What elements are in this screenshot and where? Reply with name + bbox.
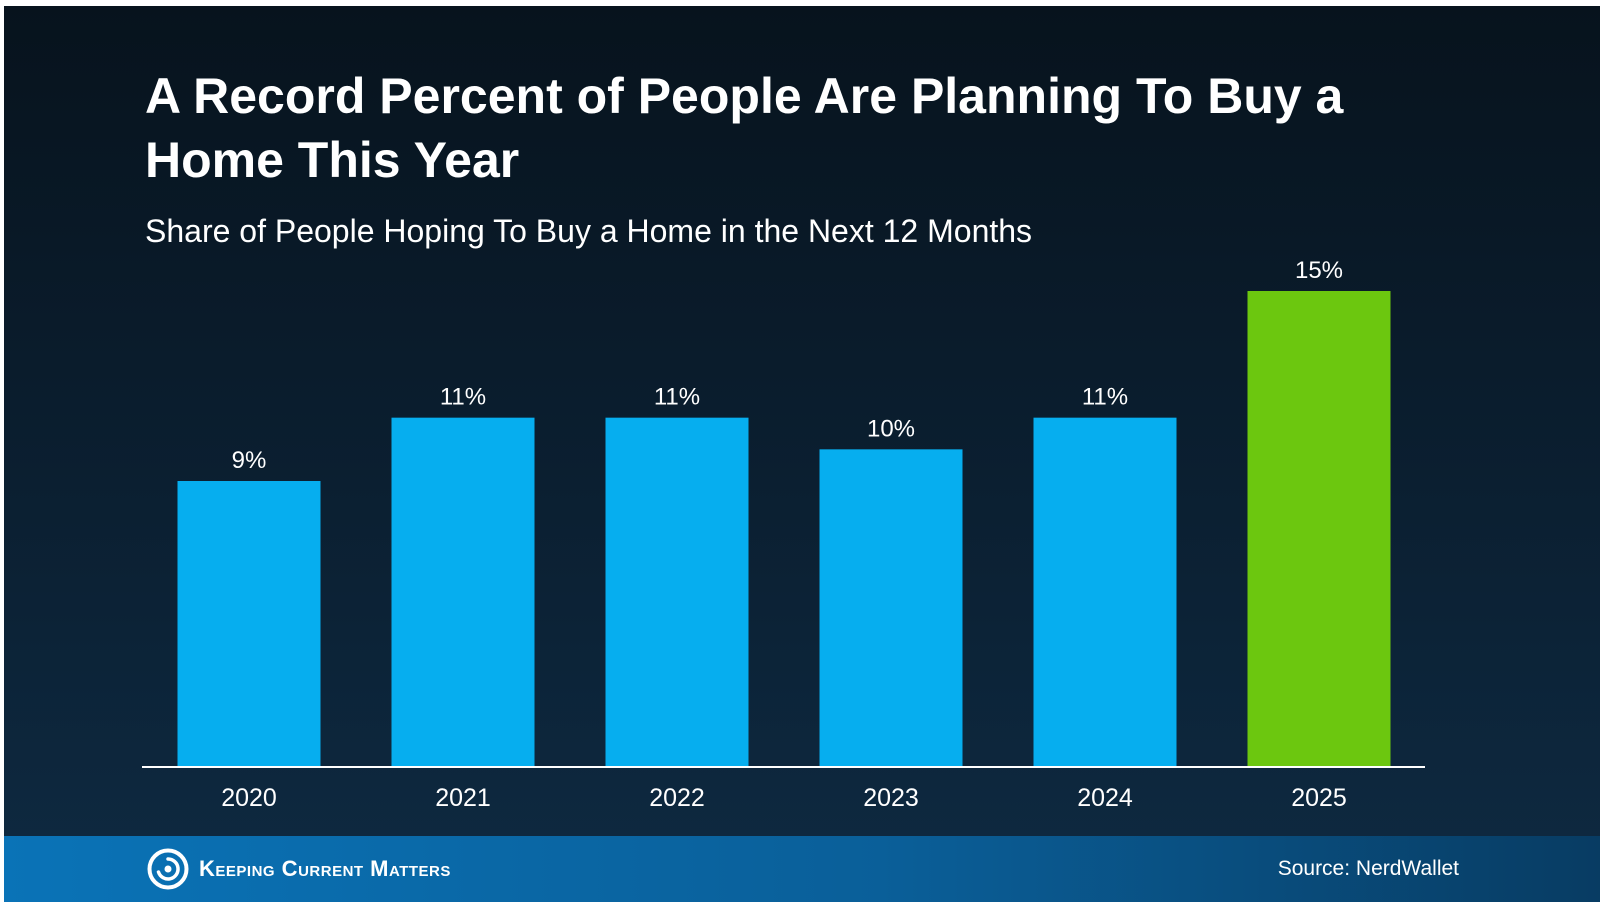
bar-2025: [1247, 291, 1391, 766]
x-tick-label-2025: 2025: [1291, 784, 1347, 812]
data-label-2021: 11%: [440, 384, 486, 411]
bar-2024: [1033, 417, 1177, 766]
x-tick-label-2023: 2023: [863, 784, 919, 812]
source-note: Source: NerdWallet: [1277, 857, 1459, 880]
data-label-2024: 11%: [1082, 384, 1128, 411]
swirl-logo-icon: [147, 848, 189, 890]
x-tick-label-2022: 2022: [649, 784, 705, 812]
x-tick-label-2024: 2024: [1077, 784, 1133, 812]
footer: Keeping Current Matters Source: NerdWall…: [4, 836, 1600, 902]
bar-2020: [177, 481, 321, 766]
page-title: A Record Percent of People Are Planning …: [145, 68, 1344, 188]
bar-2022: [605, 417, 749, 766]
brand-logo: Keeping Current Matters: [147, 846, 451, 892]
slide: A Record Percent of People Are Planning …: [4, 6, 1600, 902]
bar-chart: 9% 2020 11% 2021 11% 2022 10% 2023 11% 2024 15% 202…: [142, 257, 1425, 812]
data-label-2023: 10%: [867, 415, 915, 442]
data-label-2022: 11%: [654, 384, 700, 411]
data-label-2025: 15%: [1295, 257, 1343, 284]
bar-2023: [819, 449, 963, 766]
bar-2021: [391, 417, 535, 766]
x-tick-label-2020: 2020: [221, 784, 277, 812]
chart-subtitle: Share of People Hoping To Buy a Home in …: [145, 213, 1033, 249]
brand-name: Keeping Current Matters: [199, 856, 451, 881]
data-label-2020: 9%: [232, 447, 267, 474]
x-tick-label-2021: 2021: [435, 784, 491, 812]
